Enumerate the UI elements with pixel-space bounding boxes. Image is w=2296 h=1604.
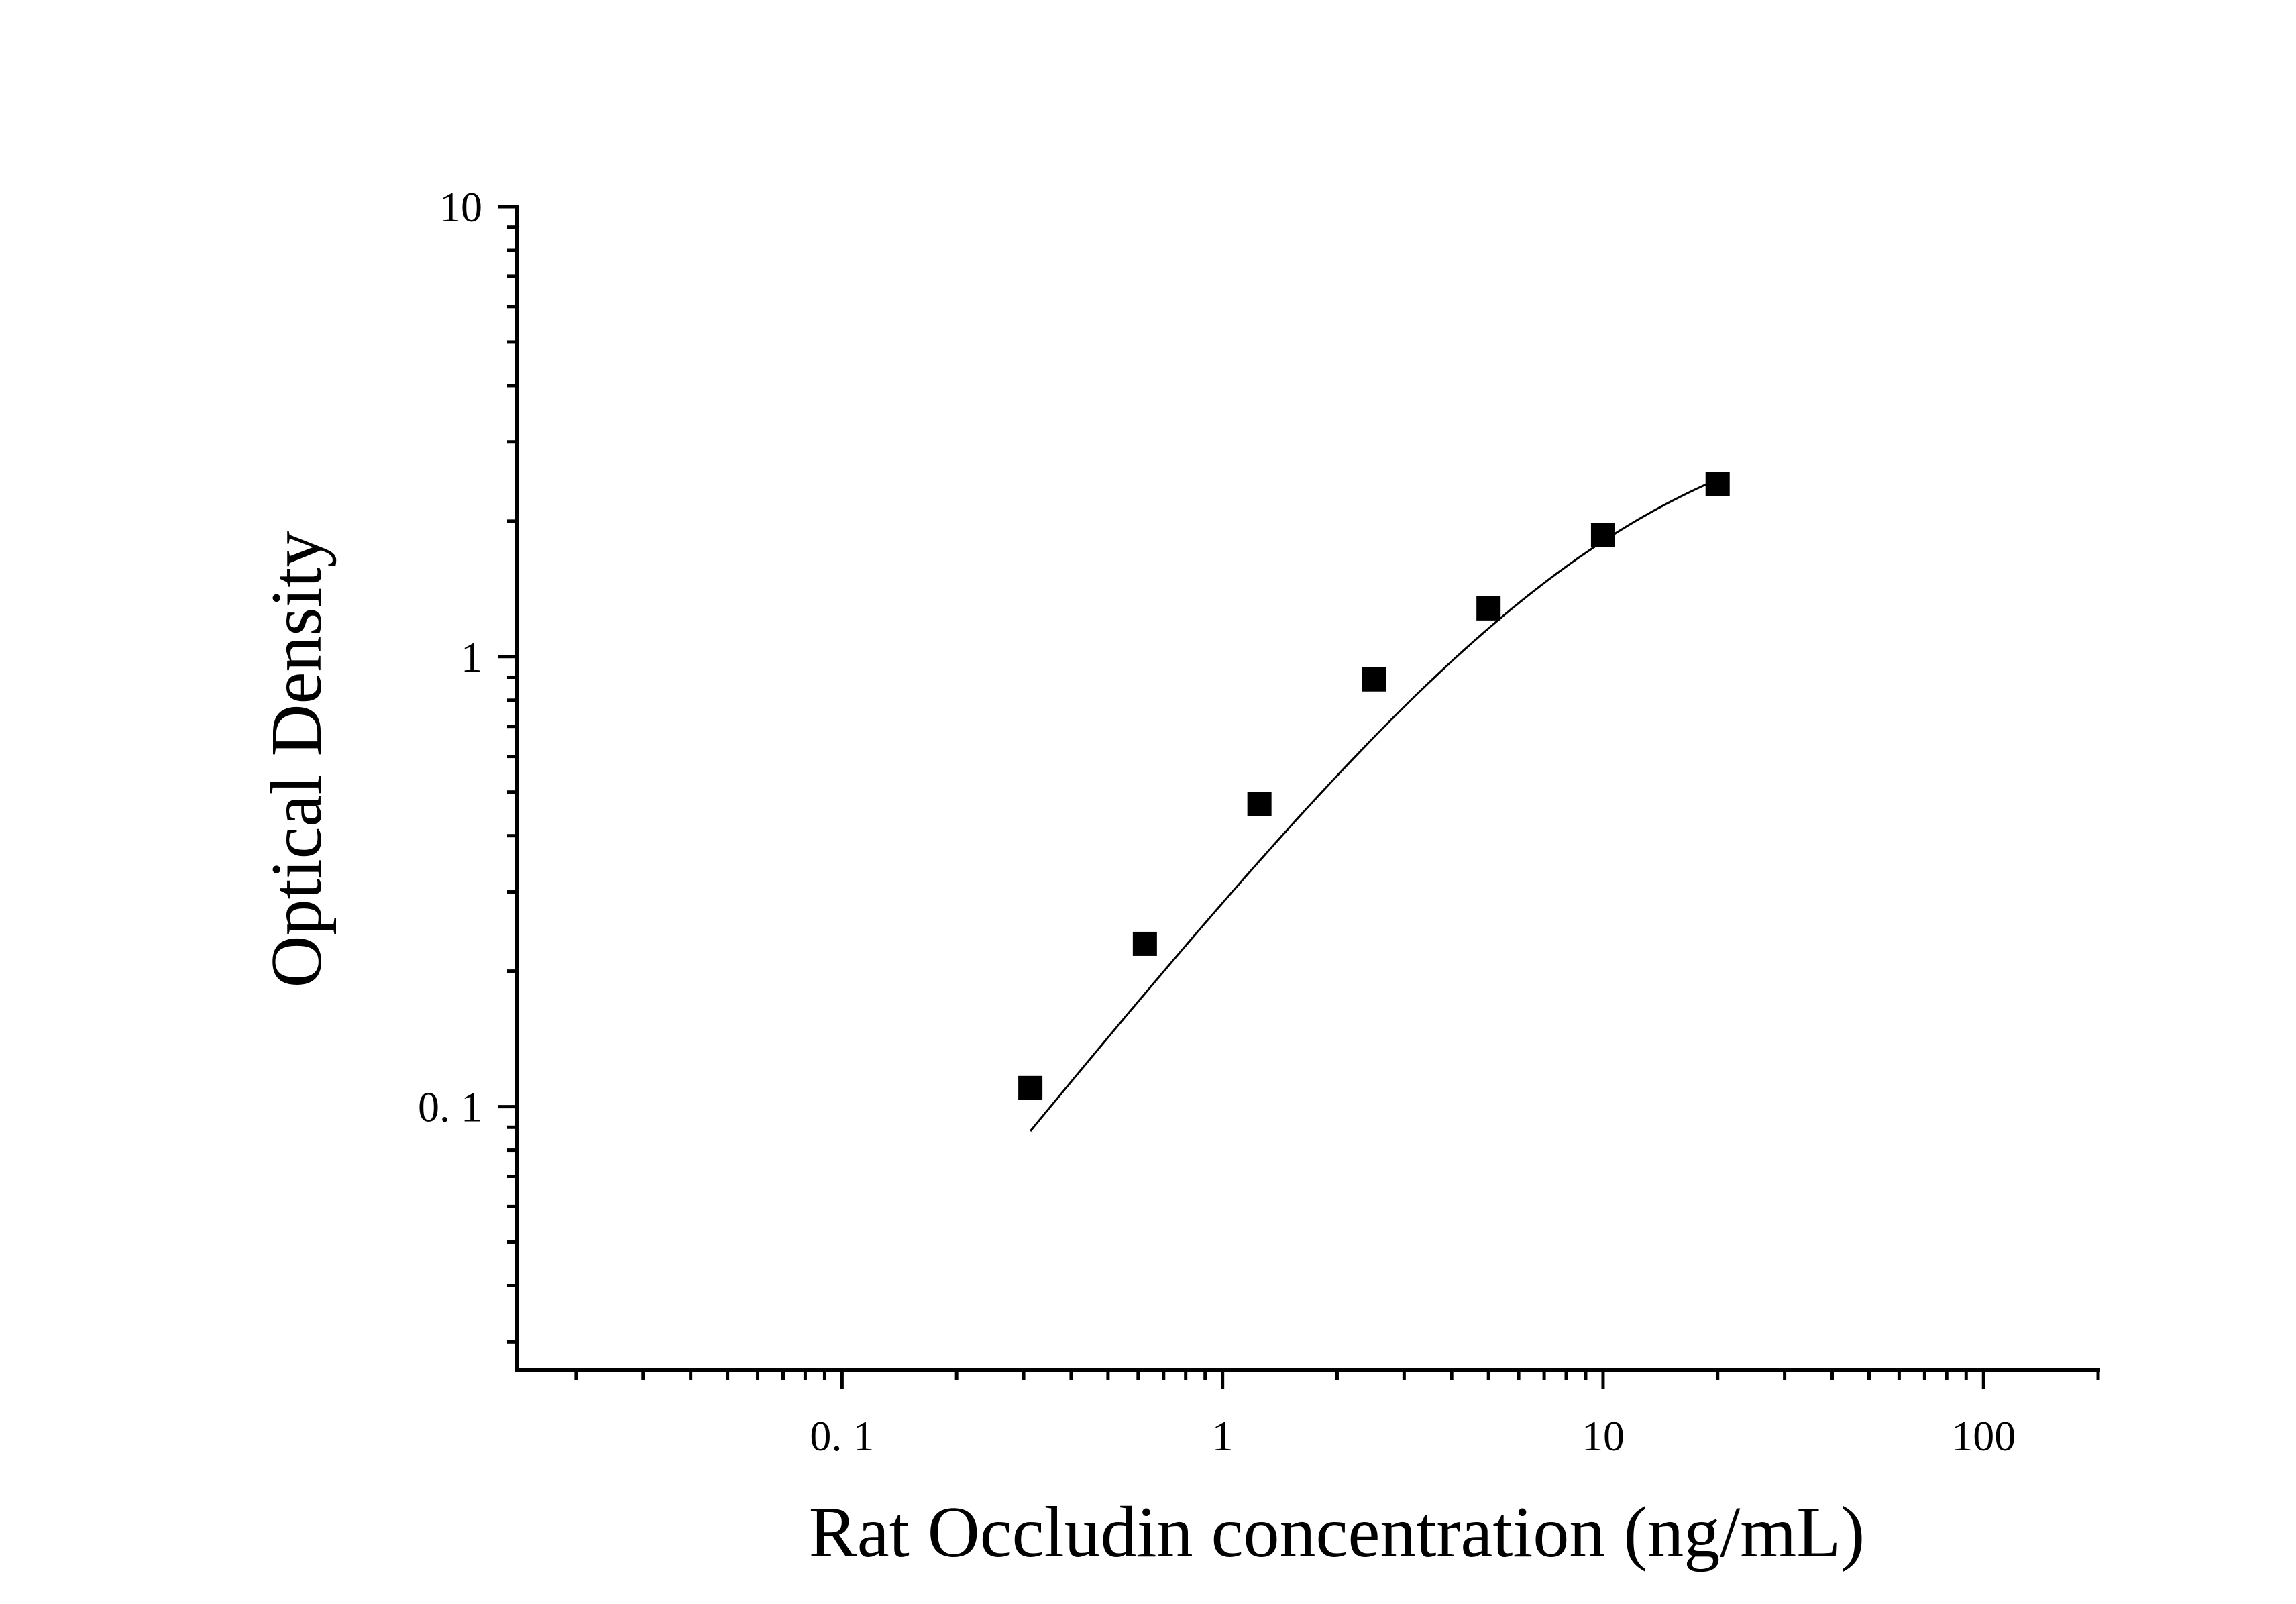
y-tick-label: 0. 1: [418, 1083, 482, 1131]
data-point: [1590, 523, 1615, 547]
y-tick-label: 10: [439, 183, 482, 231]
data-points-layer: [1018, 472, 1730, 1100]
x-tick-label: 1: [1212, 1412, 1234, 1460]
data-point: [1132, 931, 1157, 956]
data-point: [1247, 792, 1272, 816]
y-tick-label: 1: [461, 633, 482, 681]
x-axis-title: Rat Occludin concentration (ng/mL): [809, 1493, 1865, 1572]
data-point: [1705, 472, 1730, 496]
data-point: [1018, 1075, 1043, 1100]
x-tick-label: 100: [1951, 1412, 2016, 1460]
x-tick-label: 10: [1582, 1412, 1625, 1460]
data-point: [1362, 667, 1386, 692]
data-point: [1476, 596, 1501, 621]
tick-labels-layer: 0. 1 1 10 100 0. 1 1 10: [418, 183, 2016, 1460]
y-axis-title: Optical Density: [257, 531, 337, 988]
axes: [498, 205, 2100, 1389]
x-tick-label: 0. 1: [810, 1412, 874, 1460]
